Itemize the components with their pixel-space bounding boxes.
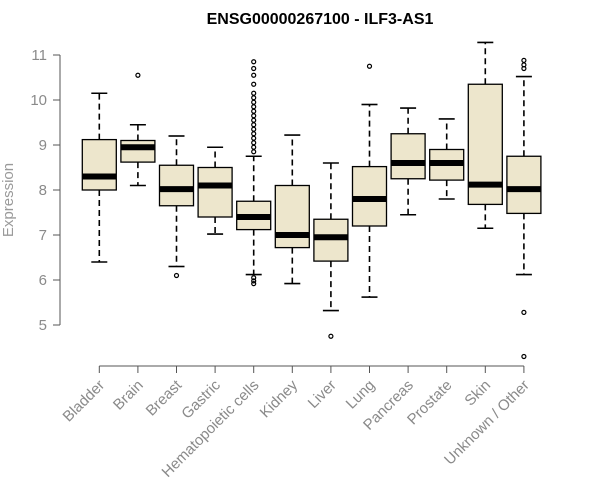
x-tick-label: Brain [110, 377, 147, 414]
outlier-point [251, 149, 257, 155]
iqr-box [197, 166, 233, 218]
outlier-point [366, 63, 373, 69]
outlier-point [251, 135, 257, 141]
outlier-point [521, 62, 527, 68]
chart-title: ENSG00000267100 - ILF3-AS1 [207, 11, 434, 28]
outlier-point [251, 131, 257, 137]
box-skin [467, 41, 503, 230]
y-tick-label: 6 [39, 272, 47, 289]
x-tick-label: Liver [305, 377, 340, 412]
y-tick-label: 10 [30, 92, 47, 109]
iqr-box [506, 155, 542, 215]
outlier-point [251, 126, 257, 132]
iqr-box [81, 138, 117, 191]
outlier-point [251, 59, 257, 65]
box-unknown-other [506, 57, 542, 360]
box-gastric [197, 146, 233, 235]
outlier-point [251, 108, 257, 114]
outlier-point [251, 144, 257, 150]
box-breast [158, 135, 195, 279]
box-brain [120, 72, 156, 187]
iqr-box [158, 164, 195, 207]
outlier-point [251, 140, 257, 146]
outlier-point [251, 117, 257, 123]
x-tick-label: Skin [461, 377, 494, 410]
outlier-point [251, 81, 257, 87]
outlier-point [251, 90, 257, 96]
box-pancreas [390, 107, 426, 216]
outlier-point [251, 72, 257, 78]
x-tick-label: Breast [143, 376, 186, 419]
y-axis: 5 6 7 8 9 10 11 [30, 47, 61, 334]
outlier-point [173, 272, 180, 279]
y-tick-label: 8 [39, 182, 47, 199]
y-tick-label: 7 [39, 227, 47, 244]
x-tick-label: Bladder [60, 377, 109, 426]
box-hematopoietic-cells [236, 59, 272, 287]
y-tick-label: 11 [31, 47, 47, 64]
outlier-point [135, 72, 141, 78]
y-tick-label: 9 [39, 137, 47, 154]
iqr-box [390, 133, 426, 180]
x-tick-label: Lung [343, 377, 379, 413]
iqr-box [274, 184, 310, 249]
box-liver [313, 162, 349, 339]
box-lung [351, 63, 388, 298]
outlier-point [521, 57, 527, 64]
outlier-point [328, 333, 334, 339]
boxes-group [81, 41, 542, 360]
box-bladder [81, 92, 117, 263]
outlier-point [521, 353, 527, 360]
outlier-point [521, 309, 527, 315]
outlier-point [251, 113, 257, 119]
x-tick-label: Kidney [257, 376, 302, 421]
outlier-point [251, 65, 257, 72]
box-prostate [429, 118, 465, 200]
outlier-point [251, 278, 257, 284]
outlier-point [251, 99, 257, 105]
outlier-point [251, 281, 257, 287]
iqr-box [120, 139, 156, 163]
box-kidney [274, 134, 310, 285]
outlier-point [251, 95, 257, 101]
outlier-point [251, 275, 257, 281]
y-tick-label: 5 [39, 317, 47, 334]
outlier-point [251, 104, 257, 110]
y-axis-label: Expression [0, 163, 17, 237]
outlier-point [251, 122, 257, 128]
